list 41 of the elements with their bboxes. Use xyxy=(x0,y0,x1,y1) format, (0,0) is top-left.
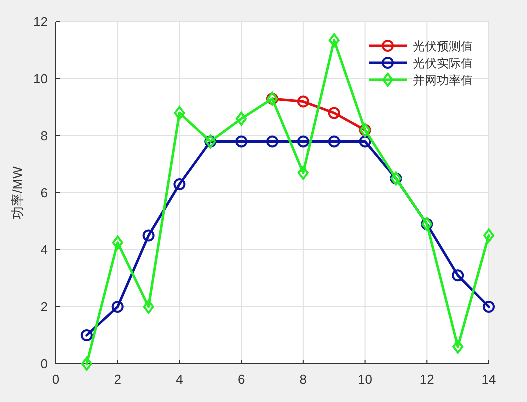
point xyxy=(359,136,372,148)
y-tick-label: 0 xyxy=(40,356,48,372)
point xyxy=(80,330,93,342)
y-tick-label: 6 xyxy=(40,186,48,200)
point xyxy=(236,136,248,148)
point xyxy=(483,301,495,313)
point xyxy=(174,178,186,190)
point xyxy=(328,136,340,148)
y-tick-label: 2 xyxy=(40,300,48,314)
point xyxy=(452,270,464,282)
legend-label: 光伏实际值 xyxy=(413,56,473,70)
x-tick-label: 12 xyxy=(420,372,434,387)
point xyxy=(266,136,278,148)
point xyxy=(174,106,186,120)
x-tick-label: 8 xyxy=(300,372,308,387)
y-tick-label: 10 xyxy=(34,72,48,86)
x-tick-label: 6 xyxy=(238,372,246,387)
point xyxy=(112,236,124,250)
y-tick-label: 4 xyxy=(40,242,48,258)
point xyxy=(236,112,248,126)
x-tick-label: 10 xyxy=(358,372,373,387)
point xyxy=(298,166,309,180)
point xyxy=(452,340,464,354)
point xyxy=(297,96,310,108)
x-tick-label: 4 xyxy=(176,372,184,387)
point xyxy=(142,230,155,242)
x-tick-label: 14 xyxy=(482,372,496,387)
legend-label: 并网功率值 xyxy=(413,74,473,88)
point xyxy=(81,357,92,371)
y-axis-title: 功率/MW xyxy=(10,166,25,220)
legend-label: 光伏预测值 xyxy=(413,40,473,54)
point xyxy=(328,34,340,48)
x-tick-label: 0 xyxy=(52,372,60,387)
point xyxy=(143,300,154,314)
y-tick-label: 8 xyxy=(40,128,48,144)
x-tick-label: 2 xyxy=(114,372,122,387)
point xyxy=(297,136,310,148)
point xyxy=(112,301,124,313)
point xyxy=(484,228,494,243)
point xyxy=(328,107,340,120)
y-tick-label: 12 xyxy=(34,14,48,30)
